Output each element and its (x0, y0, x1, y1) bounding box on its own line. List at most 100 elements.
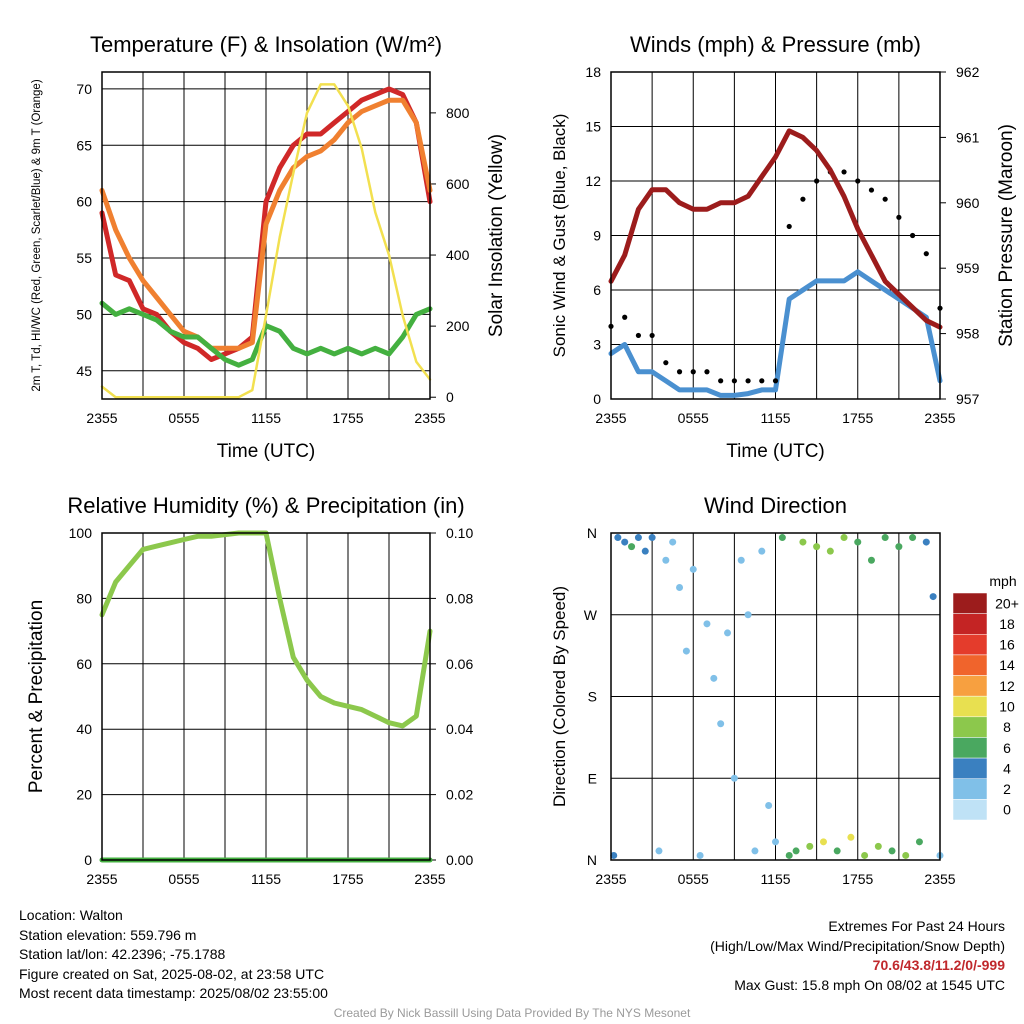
gust-point (772, 378, 779, 384)
direction-point (641, 547, 649, 555)
direction-point (717, 720, 725, 728)
x-tick-label: 1755 (842, 410, 873, 426)
y-tick-label: 40 (76, 721, 92, 737)
x-tick-label: 2355 (86, 871, 117, 887)
gust-point (923, 251, 929, 257)
direction-point (833, 847, 841, 855)
direction-point (744, 611, 752, 619)
y-tick-label: 20 (76, 787, 92, 803)
y-tick-label: 65 (76, 137, 92, 153)
direction-point (861, 851, 869, 859)
direction-point (922, 538, 930, 546)
y-right-tick-label: 958 (956, 326, 980, 342)
y-right-axis-label: Station Pressure (Maroon) (996, 124, 1017, 347)
y-right-tick-label: 0.00 (446, 852, 473, 868)
y-tick-label: 15 (585, 119, 601, 135)
direction-point (902, 851, 910, 859)
x-tick-label: 1755 (332, 871, 363, 887)
direction-point (813, 543, 821, 551)
station-latlon: Station lat/lon: 42.2396; -75.1788 (19, 946, 226, 962)
colorbar-swatch (952, 716, 988, 738)
x-tick-label: 2355 (414, 410, 445, 426)
gust-point (663, 360, 669, 366)
x-tick-label: 0555 (678, 871, 709, 887)
y-right-tick-label: 0.08 (446, 590, 473, 606)
gust-point (800, 196, 806, 202)
direction-point (730, 774, 738, 782)
direction-point (621, 538, 629, 546)
gust-point (745, 378, 751, 384)
y-right-tick-label: 400 (446, 247, 470, 263)
gust-point (896, 214, 902, 220)
direction-point (874, 842, 882, 850)
chart-title: Temperature (F) & Insolation (W/m²) (90, 32, 442, 57)
series-line (608, 269, 943, 398)
extremes-legend: (High/Low/Max Wind/Precipitation/Snow De… (710, 937, 1005, 954)
y-axis-label: Sonic Wind & Gust (Blue, Black) (550, 114, 569, 358)
x-tick-label: 2355 (924, 410, 955, 426)
extremes-info: Extremes For Past 24 Hours (High/Low/Max… (710, 917, 1005, 995)
direction-point (915, 838, 923, 846)
y-right-tick-label: 600 (446, 176, 470, 192)
y-tick-label: 60 (76, 656, 92, 672)
colorbar-label: 16 (999, 637, 1015, 653)
y-tick-label: 9 (593, 228, 601, 244)
colorbar-swatch (952, 675, 988, 697)
direction-point (737, 556, 745, 564)
gust-point (731, 378, 737, 384)
y-tick-label: 6 (593, 282, 601, 298)
extremes-title: Extremes For Past 24 Hours (828, 918, 1005, 934)
y-right-tick-label: 959 (956, 260, 980, 276)
y-tick-label: 0 (84, 852, 92, 868)
direction-point (765, 802, 773, 809)
humidity-panel: 2355 0555 1155 1755 2355 Relative Humidity (%… (26, 493, 473, 887)
direction-point (895, 543, 903, 551)
y-tick-label: 18 (585, 64, 601, 80)
winds-panel: 2355 0555 1155 1755 2355 Winds (mph) & Pressu… (550, 32, 1017, 462)
figure-created: Figure created on Sat, 2025-08-02, at 23… (19, 965, 325, 982)
colorbar-swatch (952, 737, 988, 759)
direction-point (648, 534, 656, 542)
y-tick-label: 100 (69, 525, 93, 541)
direction-point (655, 847, 663, 855)
colorbar-swatch (952, 634, 988, 656)
direction-point (929, 593, 937, 601)
colorbar-label: 6 (1003, 740, 1011, 756)
x-tick-label: 2355 (595, 871, 626, 887)
gust-point (786, 223, 792, 230)
y-right-tick-label: 961 (956, 129, 980, 145)
direction-point (881, 534, 889, 542)
y-tick-label: S (588, 689, 597, 705)
colorbar-label: 12 (999, 678, 1015, 694)
direction-point (909, 534, 917, 542)
gust-point (841, 169, 847, 175)
x-tick-label: 2355 (414, 871, 445, 887)
gust-point (622, 314, 628, 320)
colorbar-label: 14 (999, 657, 1015, 673)
direction-point (682, 647, 690, 655)
y-tick-label: 3 (593, 337, 601, 353)
direction-point (778, 534, 786, 542)
colorbar-label: 20+ (995, 595, 1019, 611)
y-axis-label: Percent & Precipitation (26, 600, 47, 793)
colorbar-label: 0 (1003, 802, 1011, 818)
x-tick-label: 1155 (760, 410, 790, 426)
direction-point (806, 842, 814, 850)
direction-point (819, 838, 827, 846)
recent-data-timestamp: Most recent data timestamp: 2025/08/02 2… (19, 985, 328, 1001)
y-right-tick-label: 0.10 (446, 525, 473, 541)
plot-frame (101, 532, 431, 861)
direction-point (676, 584, 684, 591)
x-axis-label: Time (UTC) (217, 441, 316, 462)
chart-title: Relative Humidity (%) & Precipitation (i… (67, 493, 464, 518)
x-tick-label: 1155 (251, 871, 281, 887)
y-tick-label: 70 (76, 81, 92, 97)
series-line (99, 86, 433, 362)
y-tick-label: 0 (593, 391, 601, 407)
y-right-tick-label: 962 (956, 64, 980, 80)
gust-point (855, 178, 861, 184)
colorbar-swatch (952, 592, 988, 614)
direction-point (847, 833, 855, 841)
direction-point (610, 851, 618, 859)
